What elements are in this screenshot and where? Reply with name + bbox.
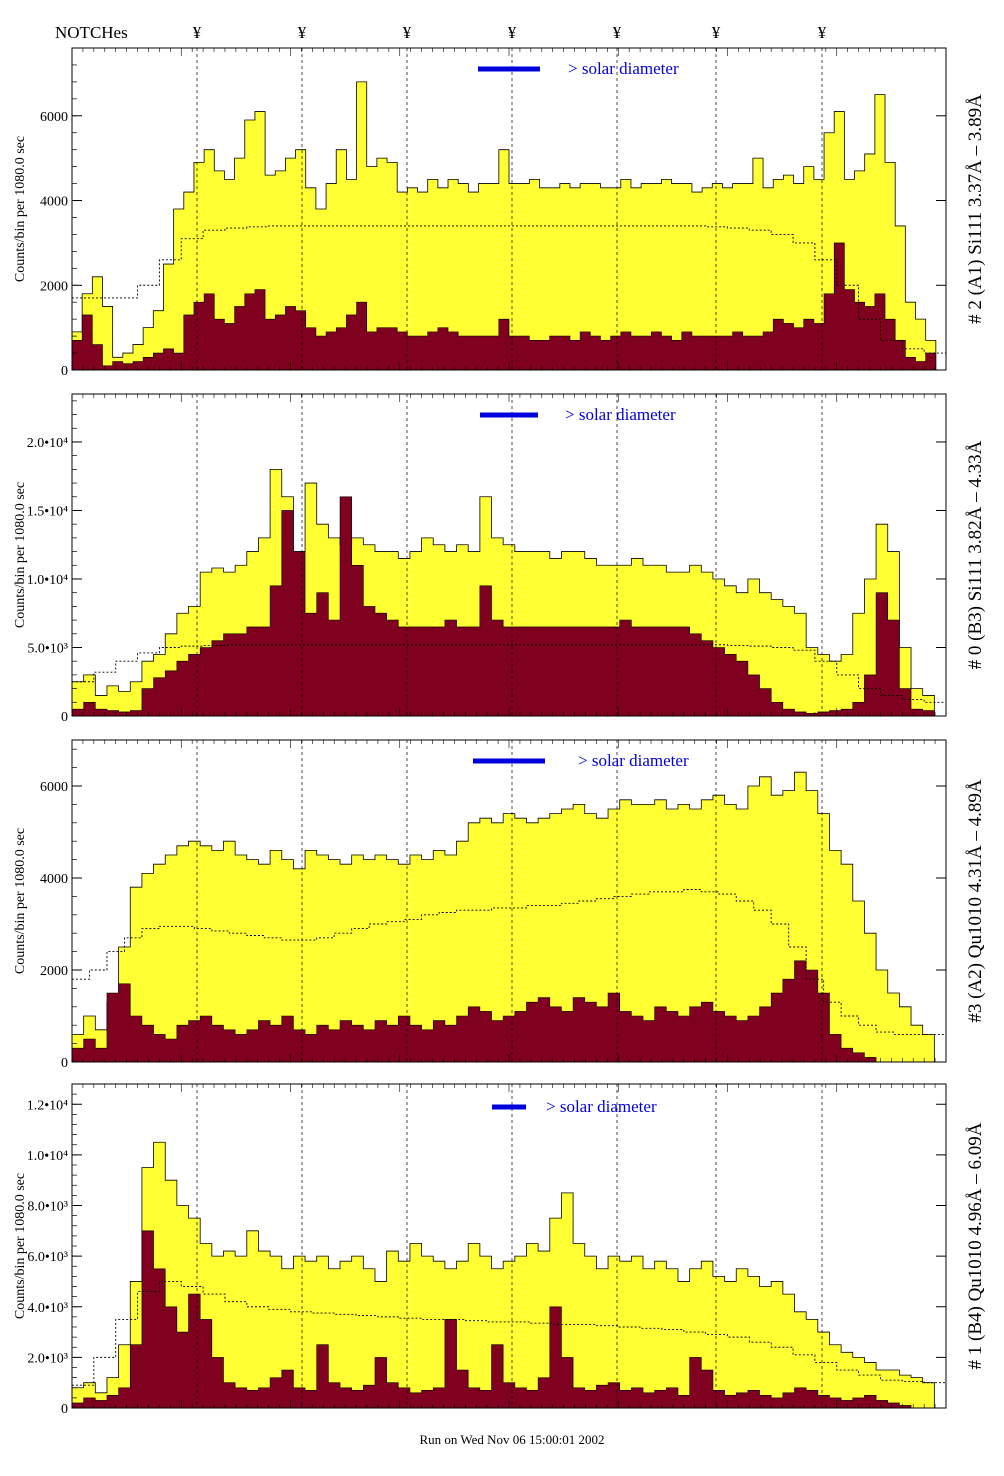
y-tick-label: 0	[61, 710, 68, 725]
notch-symbol-3: ¥	[403, 23, 412, 42]
y-tick-label: 1.2•10⁴	[27, 1098, 68, 1113]
legend-label: > solar diameter	[565, 405, 676, 424]
y-tick-label: 6.0•10³	[27, 1250, 68, 1265]
y-tick-label: 8.0•10³	[27, 1200, 68, 1215]
panel-3: 0 2000 4000 6000 Counts/bin per 1080.0 sec #3…	[13, 739, 986, 1071]
y-axis-label: Counts/bin per 1080.0 sec	[13, 828, 28, 974]
model-curve	[72, 1280, 946, 1386]
notch-symbol-7: ¥	[818, 23, 827, 42]
legend-label: > solar diameter	[546, 1097, 657, 1116]
subset-counts-histogram	[71, 496, 946, 717]
panel-2: 0 5.0•10³ 1.0•10⁴ 1.5•10⁴ 2.0•10⁴ Counts/bin …	[13, 393, 986, 725]
notch-symbol-5: ¥	[613, 23, 622, 42]
y-tick-label: 1.0•10⁴	[27, 573, 68, 588]
notch-symbol-4: ¥	[508, 23, 517, 42]
y-axis-label: Counts/bin per 1080.0 sec	[13, 1173, 28, 1319]
notch-symbol-1: ¥	[193, 23, 202, 42]
panel-title: #3 (A2) Qu1010 4.31Å – 4.89Å	[965, 779, 986, 1023]
y-tick-label: 0	[61, 1056, 68, 1071]
y-tick-label: 2.0•10⁴	[27, 436, 68, 451]
panel-1: 0 2000 4000 6000 Counts/bin per 1080.0 sec # …	[13, 47, 986, 379]
subset-counts-histogram	[71, 1230, 946, 1409]
panel-title: # 0 (B3) Si111 3.82Å – 4.33Å	[965, 440, 986, 669]
subset-counts-histogram	[71, 960, 946, 1063]
y-tick-label: 2000	[40, 279, 68, 294]
y-tick-label: 2.0•10³	[27, 1351, 68, 1366]
y-tick-label: 5.0•10³	[27, 641, 68, 656]
y-tick-label: 6000	[40, 780, 68, 795]
y-tick-label: 1.5•10⁴	[27, 504, 68, 519]
y-tick-label: 4000	[40, 872, 68, 887]
y-tick-label: 4000	[40, 195, 68, 210]
run-timestamp: Run on Wed Nov 06 15:00:01 2002	[419, 1432, 604, 1447]
model-curve	[72, 889, 946, 1035]
subset-counts-histogram	[71, 242, 946, 371]
chart-panels: 0 2000 4000 6000 Counts/bin per 1080.0 sec # …	[13, 47, 986, 1417]
y-tick-label: 2000	[40, 964, 68, 979]
y-axis-label: Counts/bin per 1080.0 sec	[13, 136, 28, 282]
y-tick-label: 4.0•10³	[27, 1301, 68, 1316]
panel-title: # 1 (B4) Qu1010 4.96Å – 6.09Å	[965, 1122, 986, 1369]
y-tick-label: 0	[61, 364, 68, 379]
notches-label: NOTCHes	[55, 23, 128, 42]
notch-symbol-6: ¥	[712, 23, 721, 42]
total-counts-histogram	[71, 771, 946, 1063]
y-tick-label: 0	[61, 1402, 68, 1417]
y-tick-label: 6000	[40, 110, 68, 125]
notch-markers: ¥ ¥ ¥ ¥ ¥ ¥ ¥	[193, 23, 827, 42]
panel-title: # 2 (A1) Si111 3.37Å – 3.89Å	[965, 94, 986, 324]
model-curve	[72, 225, 946, 354]
model-curve	[72, 644, 946, 703]
notch-symbol-2: ¥	[298, 23, 307, 42]
panel-4: 0 2.0•10³ 4.0•10³ 6.0•10³ 8.0•10³ 1.0•10⁴ 1.2•…	[13, 1083, 986, 1417]
total-counts-histogram	[71, 1141, 946, 1409]
legend-label: > solar diameter	[568, 59, 679, 78]
y-tick-label: 1.0•10⁴	[27, 1149, 68, 1164]
y-axis-label: Counts/bin per 1080.0 sec	[13, 482, 28, 628]
legend-label: > solar diameter	[578, 751, 689, 770]
